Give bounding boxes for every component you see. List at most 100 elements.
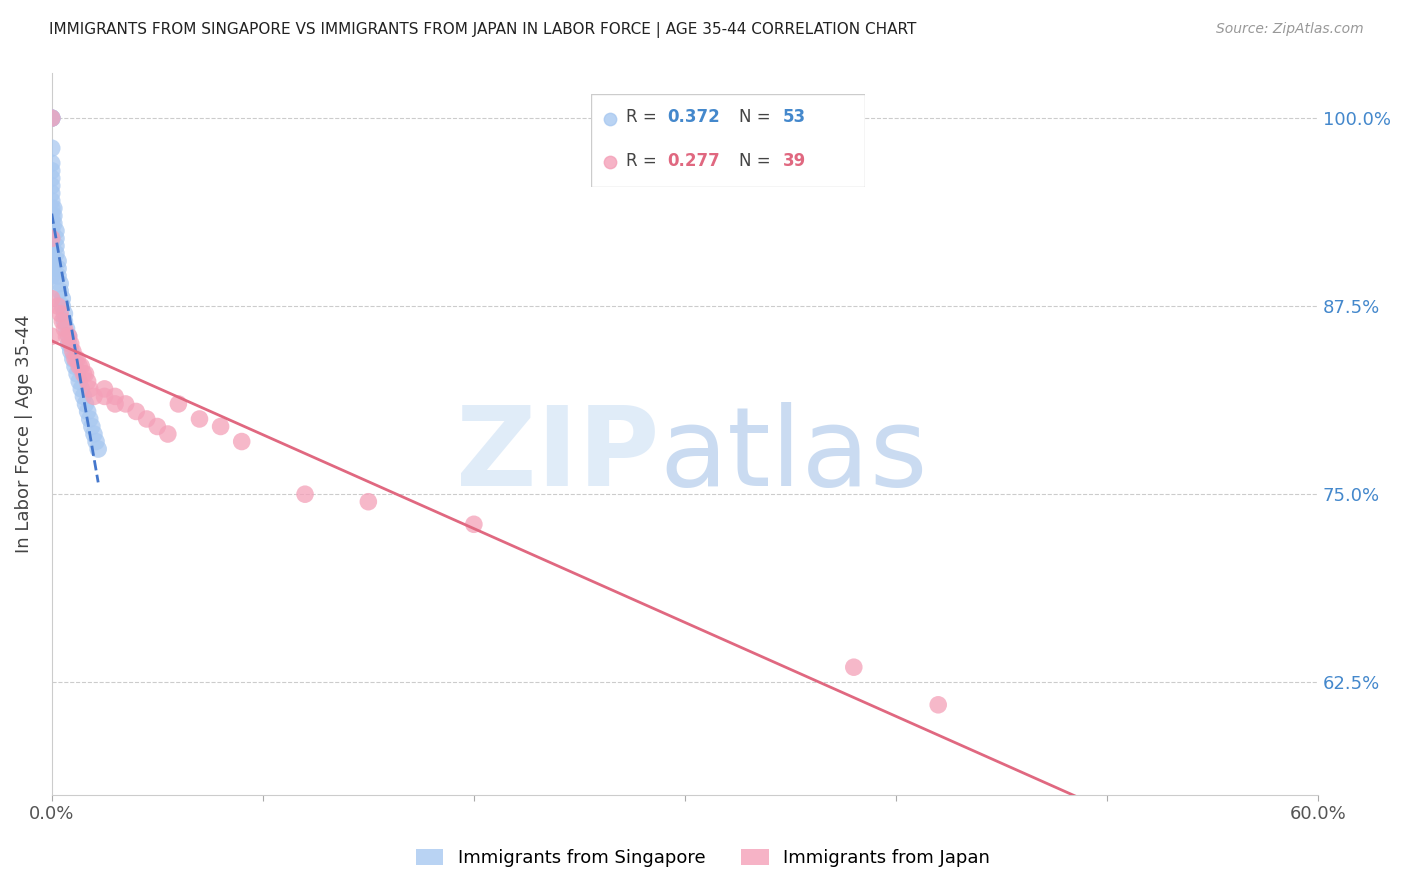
Point <box>63 351 86 366</box>
Point <box>41 111 63 125</box>
Point <box>66 367 89 381</box>
Text: N =: N = <box>738 153 776 170</box>
Point <box>188 412 211 426</box>
Point <box>842 660 865 674</box>
Point <box>41 261 63 276</box>
Point <box>41 202 63 216</box>
Point <box>114 397 136 411</box>
Point <box>463 517 485 532</box>
Point <box>70 382 93 396</box>
Point <box>209 419 232 434</box>
Text: 0.372: 0.372 <box>668 109 720 127</box>
Point <box>49 307 72 321</box>
Legend: Immigrants from Singapore, Immigrants from Japan: Immigrants from Singapore, Immigrants fr… <box>409 841 997 874</box>
Point <box>62 351 84 366</box>
Point <box>41 216 63 230</box>
Point <box>41 329 63 343</box>
Point <box>41 163 63 178</box>
Text: 53: 53 <box>782 109 806 127</box>
Point <box>55 322 77 336</box>
Point <box>66 351 89 366</box>
Point <box>41 239 63 253</box>
Point <box>599 155 621 169</box>
Point <box>599 112 621 126</box>
Point <box>41 156 63 170</box>
Point <box>53 322 76 336</box>
Point <box>156 427 179 442</box>
Point <box>70 359 93 374</box>
Point <box>41 224 63 238</box>
Point <box>59 344 82 359</box>
Point <box>72 367 94 381</box>
Point <box>41 254 63 268</box>
Point <box>87 442 110 456</box>
Point <box>51 314 73 328</box>
Point <box>41 268 63 283</box>
Point <box>51 292 73 306</box>
Text: R =: R = <box>626 153 662 170</box>
Point <box>45 224 67 238</box>
Y-axis label: In Labor Force | Age 35-44: In Labor Force | Age 35-44 <box>15 315 32 553</box>
Point <box>41 231 63 245</box>
Point <box>83 389 105 403</box>
Point <box>58 329 80 343</box>
Point <box>104 397 127 411</box>
Point <box>75 367 97 381</box>
Point <box>67 375 90 389</box>
Point <box>67 359 90 374</box>
Text: 0.277: 0.277 <box>668 153 720 170</box>
Point <box>55 329 77 343</box>
Point <box>42 202 65 216</box>
Point <box>927 698 949 712</box>
Point <box>79 412 101 426</box>
Point <box>75 397 97 411</box>
Point <box>41 209 63 223</box>
Point <box>59 336 82 351</box>
Point <box>53 307 76 321</box>
Point <box>104 389 127 403</box>
Text: IMMIGRANTS FROM SINGAPORE VS IMMIGRANTS FROM JAPAN IN LABOR FORCE | AGE 35-44 CO: IMMIGRANTS FROM SINGAPORE VS IMMIGRANTS … <box>49 22 917 38</box>
Point <box>41 171 63 186</box>
Point <box>231 434 253 449</box>
Text: atlas: atlas <box>659 402 928 509</box>
Point <box>42 216 65 230</box>
Point <box>41 111 63 125</box>
Point <box>93 389 115 403</box>
Point <box>42 209 65 223</box>
Point <box>45 231 67 245</box>
Text: 39: 39 <box>782 153 806 170</box>
Point <box>41 292 63 306</box>
Point <box>62 344 84 359</box>
Point <box>83 427 105 442</box>
Point <box>46 268 69 283</box>
Text: N =: N = <box>738 109 776 127</box>
Point <box>76 375 98 389</box>
Point <box>58 329 80 343</box>
Point <box>84 434 107 449</box>
Point <box>93 382 115 396</box>
Point <box>49 284 72 298</box>
Point <box>72 389 94 403</box>
Point <box>135 412 157 426</box>
Point <box>46 261 69 276</box>
Point <box>46 254 69 268</box>
Text: Source: ZipAtlas.com: Source: ZipAtlas.com <box>1216 22 1364 37</box>
Point <box>63 359 86 374</box>
Point <box>146 419 169 434</box>
Point <box>79 382 101 396</box>
Point <box>51 299 73 313</box>
Point <box>125 404 148 418</box>
Point <box>53 314 76 328</box>
Text: R =: R = <box>626 109 662 127</box>
Text: ZIP: ZIP <box>456 402 659 509</box>
Point <box>294 487 316 501</box>
Point <box>80 419 103 434</box>
Point <box>41 178 63 193</box>
Point <box>357 494 380 508</box>
Point <box>41 111 63 125</box>
Point <box>167 397 190 411</box>
Point <box>41 246 63 260</box>
Point <box>46 299 69 313</box>
Point <box>58 336 80 351</box>
Point <box>41 194 63 208</box>
